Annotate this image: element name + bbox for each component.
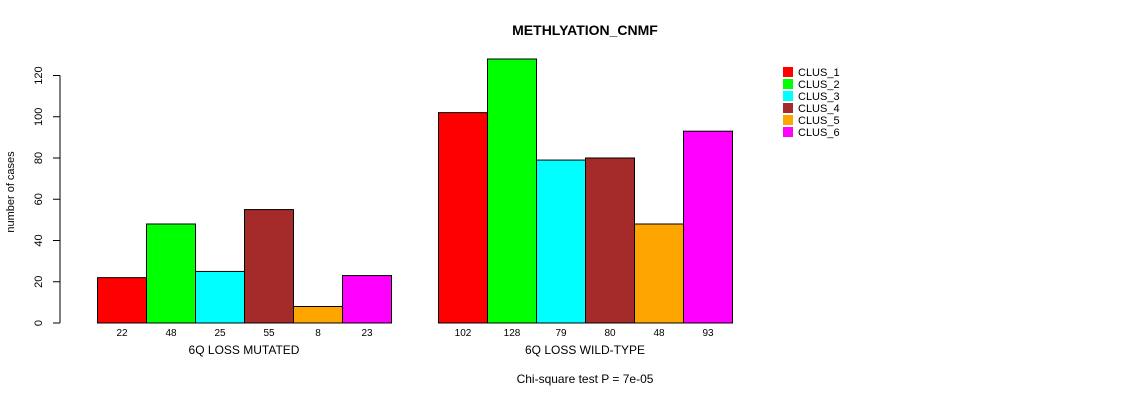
- bar-count-label: 48: [653, 328, 665, 339]
- bar: [293, 306, 343, 324]
- bars: [97, 58, 733, 324]
- legend-label: CLUS_1: [798, 67, 840, 79]
- bar: [244, 209, 294, 324]
- legend-label: CLUS_6: [798, 127, 840, 139]
- bar: [342, 275, 392, 324]
- y-tick-label: 120: [33, 66, 45, 84]
- bar: [585, 157, 635, 324]
- legend-label: CLUS_4: [798, 103, 840, 115]
- group-labels: 6Q LOSS MUTATED 6Q LOSS WILD-TYPE: [189, 343, 645, 357]
- y-tick-label: 0: [33, 320, 45, 326]
- bar-count-label: 48: [165, 328, 177, 339]
- legend-swatch: [783, 91, 793, 101]
- legend-swatch: [783, 127, 793, 137]
- legend-swatch: [783, 103, 793, 113]
- bar-count-label: 55: [263, 328, 275, 339]
- legend-label: CLUS_2: [798, 79, 840, 91]
- y-tick-label: 20: [33, 276, 45, 288]
- bar-count-labels: 22 48 25 55 8 23 102 128 79 80 48 93: [116, 328, 714, 339]
- group-label: 6Q LOSS MUTATED: [189, 343, 300, 357]
- footnote: Chi-square test P = 7e-05: [517, 372, 654, 386]
- bar-count-label: 79: [555, 328, 567, 339]
- legend-swatch: [783, 67, 793, 77]
- bar-count-label: 80: [604, 328, 616, 339]
- y-axis-label: number of cases: [5, 151, 17, 233]
- bar-count-label: 93: [702, 328, 714, 339]
- bar-count-label: 22: [116, 328, 128, 339]
- chart-title: METHLYATION_CNMF: [512, 22, 658, 38]
- y-axis: 0 20 40 60 80 100 120: [33, 66, 61, 326]
- bar-count-label: 25: [214, 328, 226, 339]
- bar-count-label: 8: [315, 328, 321, 339]
- legend-label: CLUS_3: [798, 91, 840, 103]
- bar-count-label: 128: [504, 328, 521, 339]
- bar: [487, 58, 537, 324]
- bar: [195, 270, 245, 324]
- y-tick-label: 40: [33, 234, 45, 246]
- bar-count-label: 23: [361, 328, 373, 339]
- bar: [146, 223, 196, 324]
- bar: [438, 112, 488, 324]
- legend-swatch: [783, 115, 793, 125]
- bar: [97, 277, 147, 324]
- legend-label: CLUS_5: [798, 115, 840, 127]
- bar-count-label: 102: [455, 328, 472, 339]
- y-tick-label: 60: [33, 193, 45, 205]
- group-label: 6Q LOSS WILD-TYPE: [525, 343, 645, 357]
- bar: [634, 223, 684, 324]
- y-tick-label: 80: [33, 152, 45, 164]
- bar: [536, 159, 586, 324]
- legend-swatch: [783, 79, 793, 89]
- bar: [683, 130, 733, 324]
- y-tick-label: 100: [33, 108, 45, 126]
